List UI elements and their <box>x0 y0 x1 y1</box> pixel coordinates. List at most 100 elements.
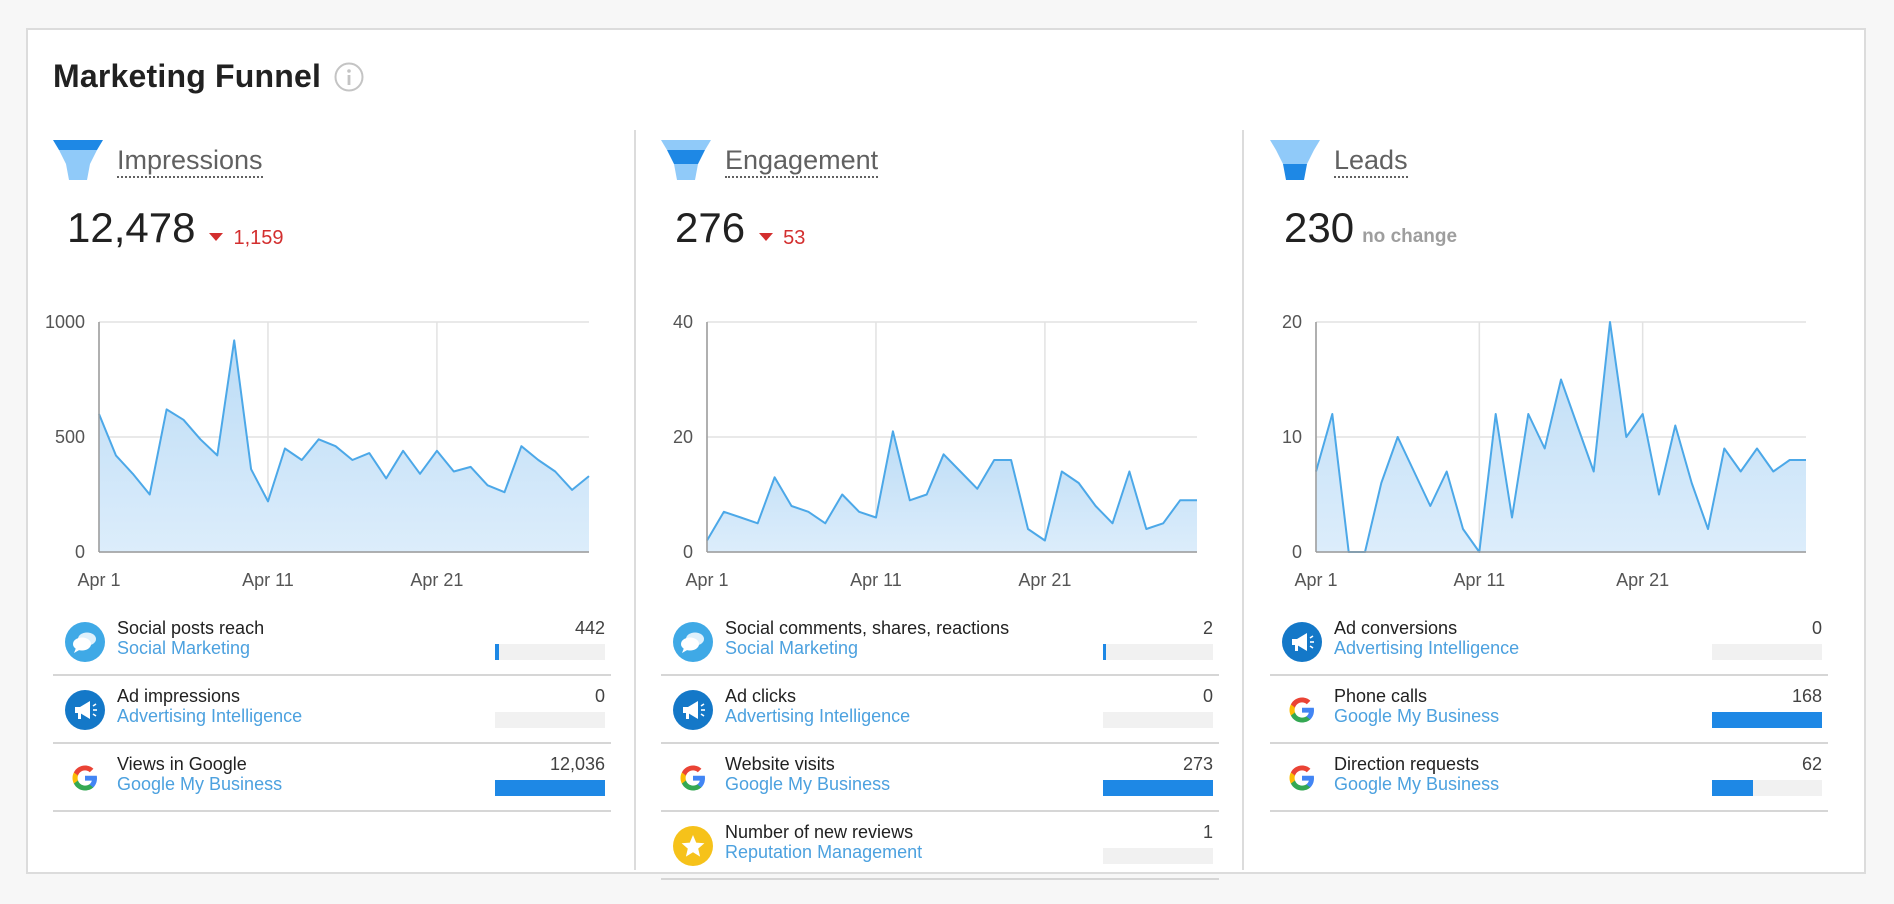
metric-bar-fill <box>1103 644 1106 660</box>
megaphone-icon <box>673 690 713 730</box>
y-tick-label: 1000 <box>45 312 85 332</box>
engagement-area-chart: 0 20 40 Apr 1 Apr 11 Apr 21 <box>673 312 1197 590</box>
metric-name: Social comments, shares, reactions <box>725 618 1010 638</box>
metric-source-link[interactable]: Google My Business <box>725 774 891 794</box>
caret-down-icon <box>759 233 774 241</box>
metric-value: 168 <box>1791 686 1822 706</box>
google-icon <box>1282 690 1322 730</box>
info-icon[interactable] <box>333 61 365 93</box>
series-line <box>706 430 1197 542</box>
kpi-row: 12,478 1,159 <box>67 204 284 252</box>
star-icon <box>673 826 713 866</box>
metric-source-link[interactable]: Reputation Management <box>725 842 923 862</box>
metric-name: Phone calls <box>1334 686 1428 706</box>
y-tick-label: 40 <box>673 312 693 332</box>
series-area <box>707 431 1197 552</box>
metric-row[interactable]: Ad clicks Advertising Intelligence 0 <box>661 676 1219 744</box>
x-tick-label: Apr 21 <box>1018 570 1071 590</box>
x-tick-label: Apr 21 <box>410 570 463 590</box>
metric-bar-fill <box>1712 780 1753 796</box>
metric-source-link[interactable]: Google My Business <box>1334 706 1500 726</box>
metric-bar <box>1103 644 1213 660</box>
metric-source-link[interactable]: Social Marketing <box>117 638 251 658</box>
metric-bar-fill <box>1712 712 1822 728</box>
funnel-column-impressions: Impressions 12,478 1,159 0 500 1000 Apr 1 Ap… <box>45 140 613 860</box>
card-title: Marketing Funnel <box>53 58 322 94</box>
funnel-column-engagement: Engagement 276 53 0 20 40 Apr 1 Apr 11 Apr 21… <box>661 140 1221 880</box>
y-tick-label: 500 <box>55 427 85 447</box>
metric-row[interactable]: Ad impressions Advertising Intelligence 0 <box>53 676 611 744</box>
card-header: Marketing Funnel <box>53 58 365 95</box>
metric-bar-fill <box>1103 780 1213 796</box>
metric-value: 62 <box>1801 754 1822 774</box>
column-divider <box>1242 130 1244 870</box>
metric-source-link[interactable]: Google My Business <box>1334 774 1500 794</box>
series-area <box>1316 322 1806 552</box>
metric-row[interactable]: Number of new reviews Reputation Manageme… <box>661 812 1219 880</box>
y-tick-label: 0 <box>683 542 693 562</box>
speech-bubble-icon <box>673 622 713 662</box>
metric-value: 12,036 <box>549 754 605 774</box>
metric-value: 273 <box>1182 754 1213 774</box>
metric-row[interactable]: Social comments, shares, reactions Social… <box>661 608 1219 676</box>
y-tick-label: 20 <box>1282 312 1302 332</box>
column-header: Leads <box>1270 140 1408 182</box>
series-area <box>99 340 589 552</box>
metric-value: 2 <box>1202 618 1213 638</box>
kpi-no-change: no change <box>1362 226 1458 247</box>
series-line <box>98 339 590 503</box>
metric-bar <box>495 780 605 796</box>
metric-bar-fill <box>495 780 605 796</box>
metric-name: Ad impressions <box>117 686 241 706</box>
megaphone-icon <box>65 690 105 730</box>
metric-bar <box>495 712 605 728</box>
column-header: Impressions <box>53 140 263 182</box>
metric-source-link[interactable]: Google My Business <box>117 774 283 794</box>
x-tick-label: Apr 1 <box>685 570 728 590</box>
megaphone-icon <box>1282 622 1322 662</box>
column-title[interactable]: Impressions <box>117 145 263 178</box>
kpi-row: 276 53 <box>675 204 805 252</box>
kpi-value: 230 <box>1284 204 1355 251</box>
leads-area-chart: 0 10 20 Apr 1 Apr 11 Apr 21 <box>1282 312 1806 590</box>
metric-name: Ad conversions <box>1334 618 1458 638</box>
metric-row[interactable]: Social posts reach Social Marketing 442 <box>53 608 611 676</box>
metric-bar <box>1103 848 1213 864</box>
metric-source-link[interactable]: Social Marketing <box>725 638 859 658</box>
kpi-value: 12,478 <box>67 204 196 251</box>
metric-source-link[interactable]: Advertising Intelligence <box>1334 638 1520 658</box>
metric-bar <box>495 644 605 660</box>
metric-value: 0 <box>1202 686 1213 706</box>
funnel-bottom-icon <box>1270 140 1320 180</box>
google-icon <box>1282 758 1322 798</box>
metric-bar <box>1712 712 1822 728</box>
metric-row[interactable]: Ad conversions Advertising Intelligence 0 <box>1270 608 1828 676</box>
kpi-delta-value: 1,159 <box>233 226 284 249</box>
metric-row[interactable]: Website visits Google My Business 273 <box>661 744 1219 812</box>
column-title[interactable]: Leads <box>1334 145 1408 178</box>
column-header: Engagement <box>661 140 879 182</box>
google-icon <box>65 758 105 798</box>
x-tick-label: Apr 11 <box>850 570 902 590</box>
column-title[interactable]: Engagement <box>725 145 879 178</box>
metric-bar-fill <box>495 644 500 660</box>
x-tick-label: Apr 11 <box>1453 570 1505 590</box>
metric-name: Ad clicks <box>725 686 797 706</box>
x-tick-label: Apr 11 <box>242 570 294 590</box>
kpi-delta: 1,159 <box>209 226 284 250</box>
metric-row[interactable]: Views in Google Google My Business 12,036 <box>53 744 611 812</box>
metric-name: Direction requests <box>1334 754 1480 774</box>
metric-row[interactable]: Direction requests Google My Business 62 <box>1270 744 1828 812</box>
google-icon <box>673 758 713 798</box>
kpi-delta-value: 53 <box>783 226 806 249</box>
metric-value: 1 <box>1202 822 1213 842</box>
metric-name: Views in Google <box>117 754 247 774</box>
column-divider <box>634 130 636 870</box>
y-tick-label: 20 <box>673 427 693 447</box>
speech-bubble-icon <box>65 622 105 662</box>
metric-source-link[interactable]: Advertising Intelligence <box>725 706 911 726</box>
x-tick-label: Apr 1 <box>1294 570 1337 590</box>
metric-source-link[interactable]: Advertising Intelligence <box>117 706 303 726</box>
metric-name: Website visits <box>725 754 835 774</box>
metric-row[interactable]: Phone calls Google My Business 168 <box>1270 676 1828 744</box>
